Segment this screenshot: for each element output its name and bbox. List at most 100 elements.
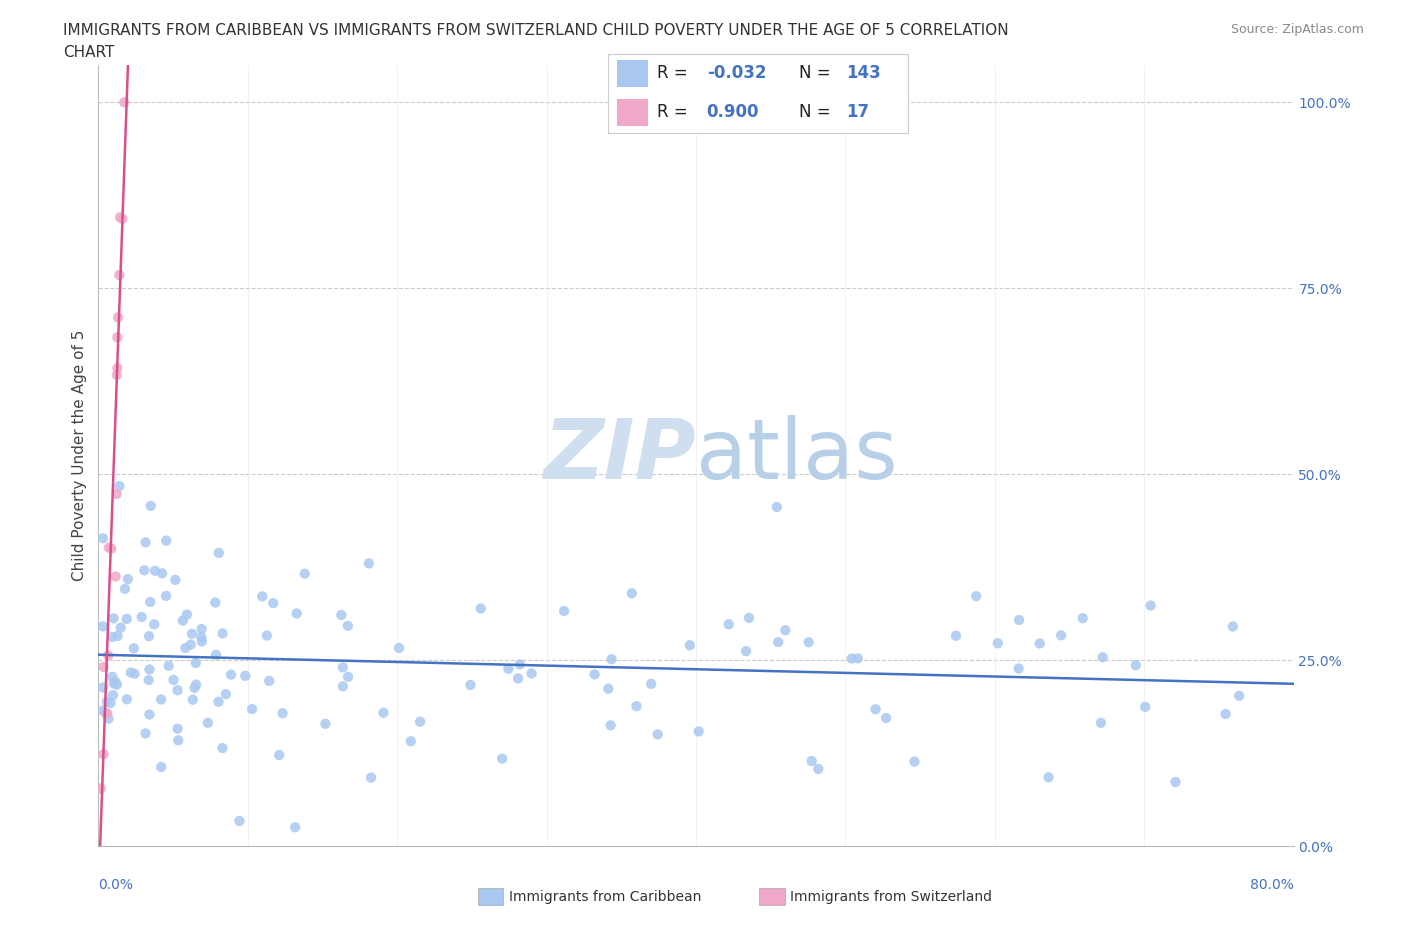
Point <box>114 581 136 596</box>
Text: N =: N = <box>800 103 837 121</box>
Point <box>108 479 131 494</box>
Point <box>100 541 122 556</box>
Point <box>252 589 274 604</box>
Point <box>1135 699 1157 714</box>
Text: R =: R = <box>657 103 693 121</box>
Point <box>1091 650 1114 665</box>
Point <box>91 703 114 718</box>
Point <box>399 734 422 749</box>
Point <box>155 589 177 604</box>
Point <box>111 211 134 226</box>
Point <box>107 310 129 325</box>
Point <box>115 692 138 707</box>
Point <box>965 589 987 604</box>
Point <box>101 670 124 684</box>
Point <box>388 641 411 656</box>
Point <box>626 698 648 713</box>
Point <box>105 486 128 501</box>
Point <box>1222 619 1244 634</box>
Point <box>875 711 897 725</box>
Point <box>139 594 162 609</box>
Text: CHART: CHART <box>63 45 115 60</box>
Text: 17: 17 <box>846 103 869 121</box>
Point <box>294 566 316 581</box>
Point <box>332 660 354 675</box>
Point <box>775 623 797 638</box>
Point <box>1038 770 1060 785</box>
Point <box>100 696 122 711</box>
Point <box>104 674 127 689</box>
Point <box>738 610 761 625</box>
Point <box>945 629 967 644</box>
Text: 0.0%: 0.0% <box>98 878 134 892</box>
Point <box>184 656 207 671</box>
Point <box>509 657 531 671</box>
Point <box>256 628 278 643</box>
Point <box>97 540 120 555</box>
Point <box>807 762 830 777</box>
Point <box>208 546 231 561</box>
Point <box>1125 658 1147 672</box>
Point <box>357 556 380 571</box>
Point <box>90 781 112 796</box>
Point <box>460 677 482 692</box>
Point <box>332 679 354 694</box>
Point <box>138 707 160 722</box>
FancyBboxPatch shape <box>607 54 908 133</box>
Point <box>211 740 233 755</box>
Point <box>91 680 114 695</box>
Point <box>240 701 263 716</box>
Point <box>143 564 166 578</box>
Point <box>167 733 190 748</box>
Point <box>599 718 621 733</box>
Point <box>768 634 790 649</box>
Text: N =: N = <box>800 64 837 82</box>
Point <box>139 498 162 513</box>
Point <box>180 637 202 652</box>
Point <box>190 621 212 636</box>
Point <box>262 596 284 611</box>
Point <box>470 601 492 616</box>
Point <box>219 667 242 682</box>
Point <box>583 667 606 682</box>
Point <box>1139 598 1161 613</box>
Point <box>165 573 187 588</box>
Text: 0.900: 0.900 <box>707 103 759 121</box>
Point <box>183 681 205 696</box>
Point <box>93 747 115 762</box>
Point <box>491 751 513 766</box>
Point <box>337 670 360 684</box>
Point <box>553 604 575 618</box>
Point <box>228 814 250 829</box>
Point <box>96 694 118 709</box>
Point <box>865 702 887 717</box>
Point <box>184 677 207 692</box>
Point <box>135 535 157 550</box>
Point <box>1008 613 1031 628</box>
Point <box>166 722 188 737</box>
Point <box>176 607 198 622</box>
Point <box>717 617 740 631</box>
Point <box>314 716 336 731</box>
Point <box>647 727 669 742</box>
Point <box>373 705 395 720</box>
Y-axis label: Child Poverty Under the Age of 5: Child Poverty Under the Age of 5 <box>72 330 87 581</box>
Point <box>91 619 114 634</box>
Text: R =: R = <box>657 64 693 82</box>
FancyBboxPatch shape <box>617 60 648 87</box>
Point <box>1164 775 1187 790</box>
Point <box>155 533 177 548</box>
Point <box>215 686 238 701</box>
Text: 143: 143 <box>846 64 880 82</box>
Point <box>1071 611 1094 626</box>
Point <box>1227 688 1250 703</box>
Point <box>841 651 863 666</box>
Text: Immigrants from Caribbean: Immigrants from Caribbean <box>509 889 702 904</box>
Point <box>409 714 432 729</box>
Point <box>120 665 142 680</box>
Point <box>269 748 291 763</box>
Point <box>124 667 146 682</box>
Point <box>903 754 925 769</box>
Point <box>138 672 160 687</box>
Point <box>105 330 128 345</box>
